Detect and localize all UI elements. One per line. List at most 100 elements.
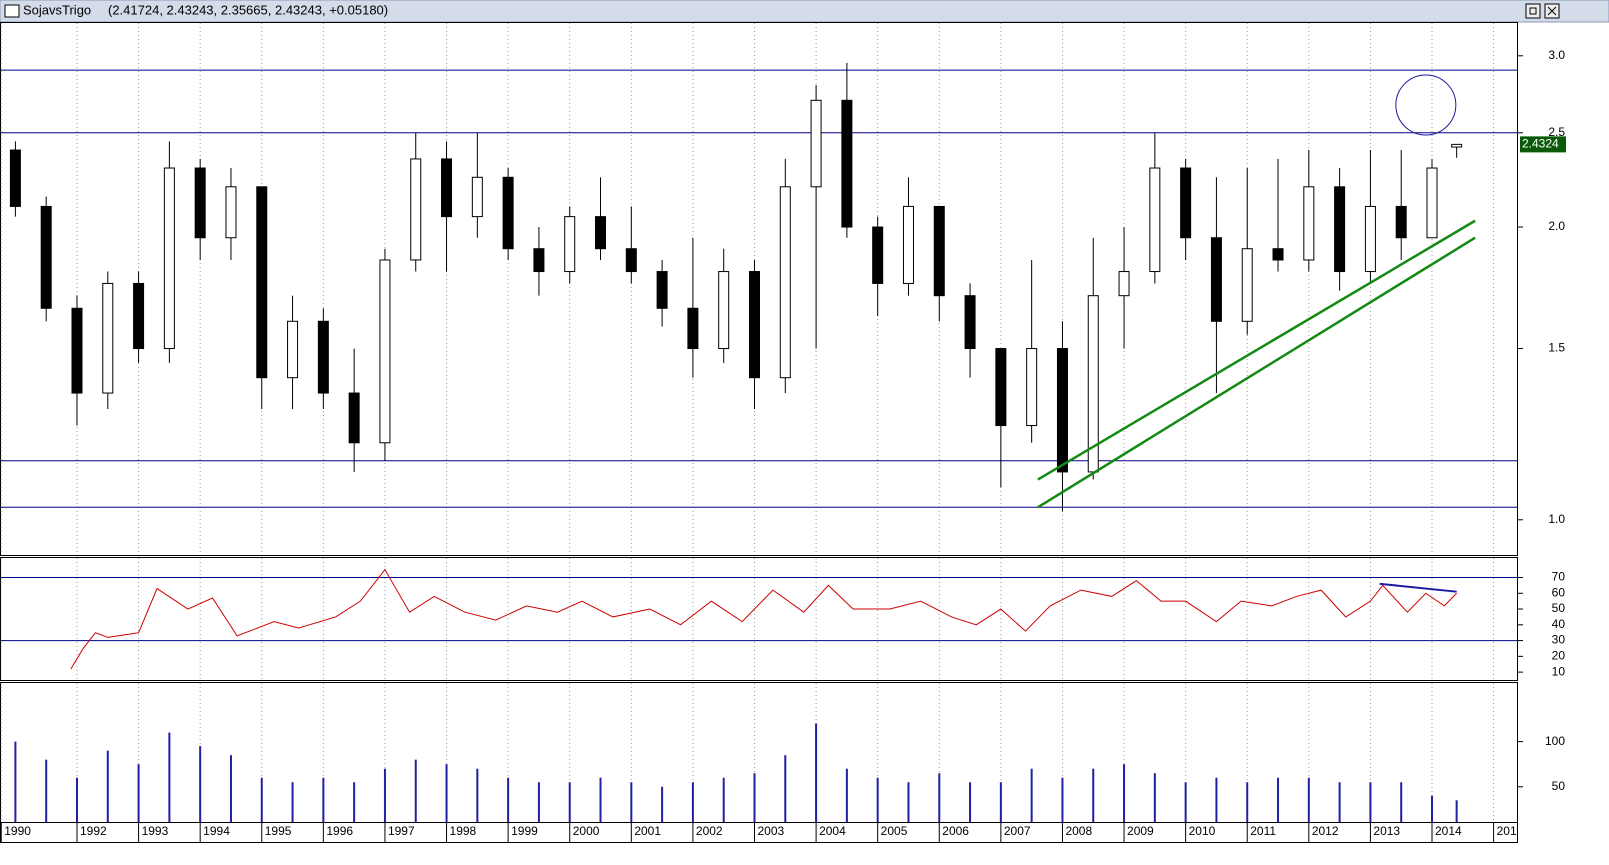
candle-body — [225, 186, 237, 239]
x-tick-label: 2012 — [1312, 824, 1339, 838]
chart-subtitle: (2.41724, 2.43243, 2.35665, 2.43243, +0.… — [108, 2, 388, 17]
candle-body — [1451, 143, 1463, 148]
candle-body — [718, 271, 730, 350]
candle-body — [841, 99, 853, 228]
x-tick-label: 1999 — [511, 824, 538, 838]
x-tick-label: 2001 — [634, 824, 661, 838]
close-icon — [1547, 6, 1557, 16]
volume-bar — [414, 759, 417, 822]
x-tick-label: 2002 — [696, 824, 723, 838]
x-tick-label: 2013 — [1373, 824, 1400, 838]
volume-bar — [907, 782, 910, 822]
candle-body — [1210, 237, 1222, 322]
title-bar: SojavsTrigo (2.41724, 2.43243, 2.35665, … — [0, 0, 1609, 23]
x-tick-label: 1998 — [450, 824, 477, 838]
candle-body — [687, 307, 699, 350]
candle-body — [502, 176, 514, 250]
candle-body — [872, 226, 884, 284]
volume-bar — [1061, 777, 1064, 822]
candle-body — [287, 320, 299, 379]
candle-body — [133, 282, 145, 350]
x-tick-label: 2004 — [819, 824, 846, 838]
maximize-icon — [1529, 7, 1537, 15]
y-tick-label: 10 — [1552, 664, 1566, 678]
y-tick-label: 100 — [1545, 734, 1565, 748]
candle-body — [1303, 186, 1315, 261]
candle-body — [163, 167, 175, 350]
y-tick-label: 1.5 — [1548, 341, 1565, 355]
maximize-button[interactable] — [1525, 3, 1541, 19]
y-tick-label: 30 — [1552, 633, 1566, 647]
candle-body — [379, 259, 391, 444]
x-tick-label: 1992 — [80, 824, 107, 838]
trend-line — [1037, 219, 1476, 481]
x-tick-label: 2005 — [881, 824, 908, 838]
y-tick-label: 50 — [1552, 779, 1566, 793]
chart-title: SojavsTrigo — [23, 2, 91, 17]
candle-body — [810, 99, 822, 188]
candle-body — [533, 248, 545, 273]
volume-bar — [1277, 777, 1280, 822]
candle-body — [1241, 248, 1253, 322]
last-value-label: 2.4324 — [1522, 137, 1559, 151]
candle-body — [625, 248, 637, 273]
candle-body — [40, 205, 52, 309]
volume-bar — [1092, 768, 1095, 822]
volume-bar — [599, 777, 602, 822]
volume-bar — [691, 782, 694, 822]
x-tick-label: 2009 — [1127, 824, 1154, 838]
candle-body — [317, 320, 329, 394]
x-tick-label: 2006 — [942, 824, 969, 838]
volume-bar — [137, 764, 140, 822]
volume-bar — [476, 768, 479, 822]
volume-bar — [1215, 777, 1218, 822]
rsi-line — [70, 568, 1457, 670]
x-tick-label: 2014 — [1435, 824, 1462, 838]
x-tick-label: 2010 — [1189, 824, 1216, 838]
y-tick-label: 3.0 — [1548, 48, 1565, 62]
candle-body — [564, 216, 576, 273]
volume-bar — [1246, 782, 1249, 822]
volume-bar — [383, 768, 386, 822]
y-tick-label: 2.5 — [1548, 125, 1565, 139]
x-axis-bar — [0, 822, 1518, 843]
volume-bar — [106, 750, 109, 822]
candle-body — [348, 392, 360, 444]
candle-body — [102, 282, 114, 394]
candle-body — [1426, 167, 1438, 239]
y-tick-label: 50 — [1552, 601, 1566, 615]
volume-bar — [845, 768, 848, 822]
volume-bar — [260, 777, 263, 822]
volume-bar — [507, 777, 510, 822]
candle-body — [1180, 167, 1192, 239]
candle-body — [410, 158, 422, 261]
x-tick-label: 2007 — [1004, 824, 1031, 838]
rsi-panel — [0, 557, 1518, 681]
y-tick-label: 70 — [1552, 570, 1566, 584]
volume-bar — [1431, 795, 1434, 822]
x-tick-label: 1990 — [4, 824, 31, 838]
volume-bar — [784, 755, 787, 822]
volume-bar — [1369, 782, 1372, 822]
volume-bar — [1307, 777, 1310, 822]
candle-body — [1118, 271, 1130, 297]
volume-bar — [291, 782, 294, 822]
volume-bar — [14, 741, 17, 822]
volume-bar — [815, 723, 818, 822]
rsi-trend-line — [1379, 582, 1457, 593]
x-tick-label: 2011 — [1250, 824, 1276, 838]
volume-bar — [568, 782, 571, 822]
y-tick-label: 1.0 — [1548, 512, 1565, 526]
volume-bar — [1338, 782, 1341, 822]
x-tick-label: 1993 — [142, 824, 169, 838]
candle-body — [1056, 348, 1068, 473]
x-tick-label: 201 — [1497, 824, 1517, 838]
volume-bar — [969, 782, 972, 822]
candle-body — [1334, 186, 1346, 273]
volume-bar — [199, 746, 202, 822]
candle-body — [656, 271, 668, 309]
window-icon — [4, 4, 20, 18]
candle-body — [1395, 205, 1407, 239]
volume-bar — [1123, 764, 1126, 822]
